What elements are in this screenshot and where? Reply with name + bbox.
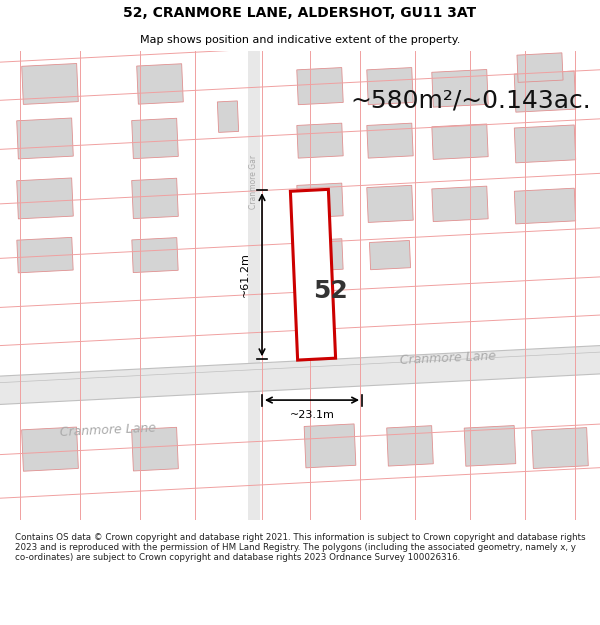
Bar bbox=[17, 118, 73, 159]
Text: 52, CRANMORE LANE, ALDERSHOT, GU11 3AT: 52, CRANMORE LANE, ALDERSHOT, GU11 3AT bbox=[124, 6, 476, 20]
Text: ~61.2m: ~61.2m bbox=[240, 253, 250, 297]
Bar bbox=[514, 71, 576, 112]
Bar bbox=[132, 238, 178, 272]
Bar bbox=[387, 426, 433, 466]
Text: Cranmore Gar: Cranmore Gar bbox=[250, 155, 259, 209]
Bar bbox=[432, 124, 488, 159]
Text: Cranmore Lane: Cranmore Lane bbox=[60, 422, 157, 439]
Text: ~23.1m: ~23.1m bbox=[290, 411, 334, 421]
Bar bbox=[297, 123, 343, 158]
Bar bbox=[517, 53, 563, 82]
Text: Map shows position and indicative extent of the property.: Map shows position and indicative extent… bbox=[140, 35, 460, 45]
Bar bbox=[304, 424, 356, 468]
Polygon shape bbox=[0, 346, 600, 404]
Text: ~580m²/~0.143ac.: ~580m²/~0.143ac. bbox=[350, 88, 591, 112]
Bar bbox=[367, 68, 413, 105]
Bar bbox=[137, 64, 183, 104]
Bar bbox=[432, 69, 488, 107]
Bar bbox=[22, 64, 78, 104]
Bar bbox=[22, 427, 79, 471]
Polygon shape bbox=[248, 51, 260, 520]
Bar bbox=[290, 189, 335, 360]
Text: 52: 52 bbox=[313, 279, 347, 303]
Bar bbox=[367, 185, 413, 222]
Text: Cranmore Lane: Cranmore Lane bbox=[400, 350, 497, 368]
Bar bbox=[367, 123, 413, 158]
Bar bbox=[17, 238, 73, 273]
Bar bbox=[132, 178, 178, 219]
Bar bbox=[532, 428, 588, 469]
Bar bbox=[514, 188, 575, 224]
Bar bbox=[132, 118, 178, 159]
Bar bbox=[370, 241, 410, 270]
Bar bbox=[297, 239, 343, 271]
Bar bbox=[217, 101, 239, 132]
Bar bbox=[514, 125, 576, 163]
Bar bbox=[17, 178, 73, 219]
Bar bbox=[131, 428, 178, 471]
Text: Contains OS data © Crown copyright and database right 2021. This information is : Contains OS data © Crown copyright and d… bbox=[15, 532, 586, 562]
Bar bbox=[297, 183, 343, 218]
Bar bbox=[464, 426, 516, 466]
Bar bbox=[297, 68, 343, 105]
Bar bbox=[432, 186, 488, 222]
